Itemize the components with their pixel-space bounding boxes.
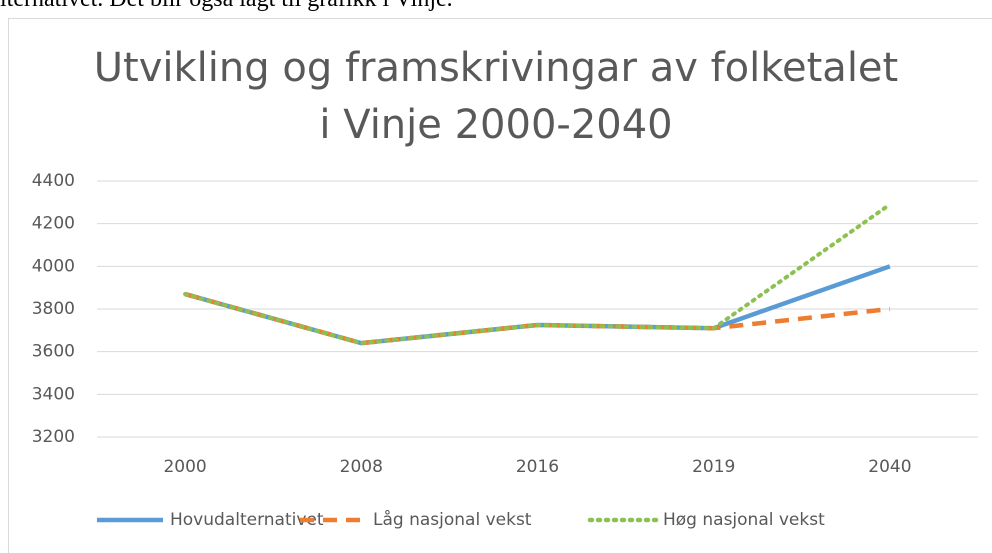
y-tick-label: 3600 [32,342,75,362]
x-tick-label: 2016 [516,457,559,477]
chart-title: i Vinje 2000-2040 [319,102,672,148]
x-tick-label: 2008 [340,457,383,477]
y-tick-label: 3200 [32,427,75,447]
y-tick-label: 4200 [32,214,75,234]
y-tick-label: 4400 [32,171,75,191]
document-text: lternativet. Det blir også lagt til graf… [0,0,453,13]
series-line [183,202,892,346]
legend-label: Høg nasjonal vekst [663,510,825,530]
y-tick-label: 4000 [32,256,75,276]
y-tick-label: 3800 [32,299,75,319]
chart-title: Utvikling og framskrivingar av folketale… [94,45,898,91]
x-tick-label: 2019 [692,457,735,477]
legend-label: Hovudalternativet [170,510,324,530]
chart-frame [8,18,992,553]
y-tick-label: 3400 [32,384,75,404]
legend-label: Låg nasjonal vekst [373,509,532,530]
x-tick-label: 2000 [163,457,206,477]
x-tick-label: 2040 [868,457,911,477]
